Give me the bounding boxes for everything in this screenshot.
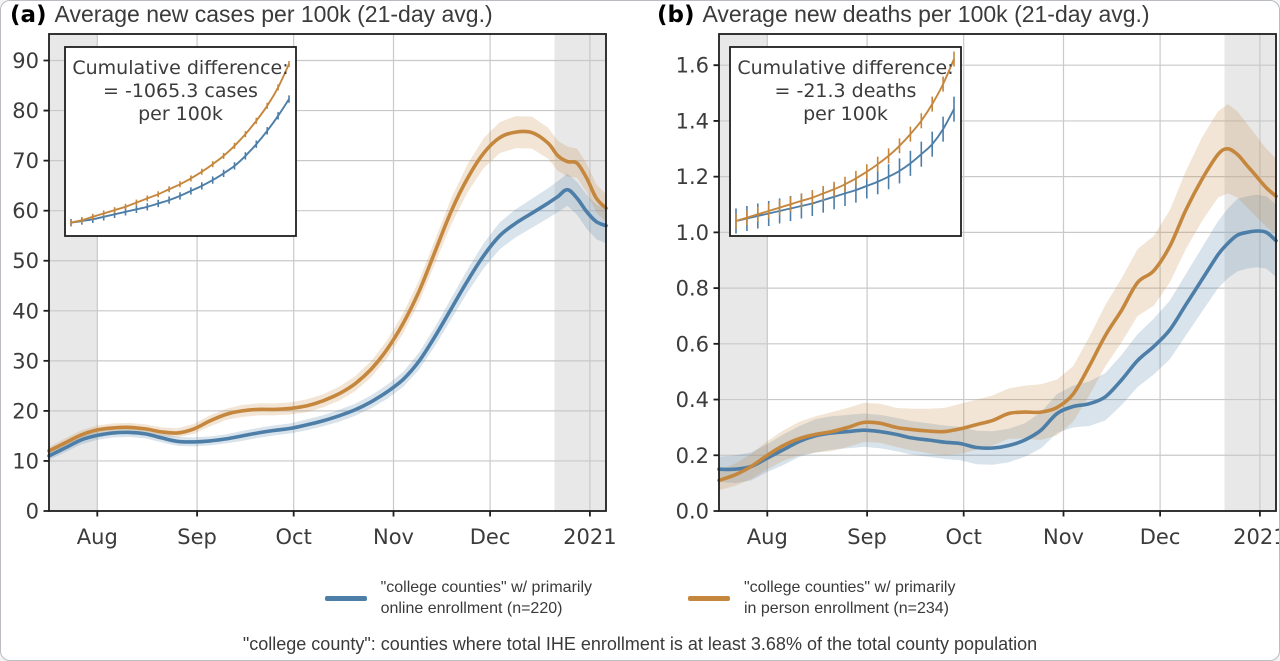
y-tick-label: 10 <box>12 449 39 473</box>
x-tick-label: 2021 <box>1233 525 1280 549</box>
legend-swatch-in-person-line <box>688 595 730 601</box>
panel-b-title-text: Average new deaths per 100k (21-day avg.… <box>702 1 1150 27</box>
shaded-period <box>1224 34 1276 511</box>
inset-line-online <box>70 98 290 224</box>
panel-a-title-text: Average new cases per 100k (21-day avg.) <box>54 1 493 27</box>
y-tick-label: 1.2 <box>676 165 709 189</box>
y-tick-label: 1.6 <box>676 54 709 78</box>
footnote: "college county": counties where total I… <box>242 634 1038 654</box>
x-tick-label: 2021 <box>563 525 616 549</box>
x-tick-label: Dec <box>1140 525 1181 549</box>
y-tick-label: 40 <box>12 299 39 323</box>
ci-band-in_person <box>49 116 606 455</box>
panel-deaths: Aug Sep Oct Nov Dec 2021 0.0 0.2 0.4 0.6 0.8 1.0 1.2… <box>676 33 1280 549</box>
plot-frame <box>718 33 1277 512</box>
legend-item-in-person: "college counties" w/ primarily in perso… <box>688 577 955 619</box>
inset-annotation-line: Cumulative difference: <box>737 57 953 79</box>
panel-b-title: (b) Average new deaths per 100k (21-day a… <box>657 1 1150 31</box>
panel-a-title: (a) Average new cases per 100k (21-day av… <box>10 1 493 31</box>
x-tick-label: Sep <box>847 525 887 549</box>
x-tick-label: Aug <box>77 525 118 549</box>
inset-annotation-line: per 100k <box>138 103 223 125</box>
shaded-period <box>554 34 606 511</box>
legend-item-online: "college counties" w/ primarily online e… <box>324 577 592 619</box>
legend-label-online: "college counties" w/ primarily online e… <box>380 579 592 617</box>
panel-b-label: (b) <box>657 2 695 28</box>
x-tick-label: Nov <box>373 525 414 549</box>
panel-cases: Aug Sep Oct Nov Dec 2021 0 10 20 30 40 50 60 70 80 90 Cu… <box>12 33 617 549</box>
y-tick-label: 0.8 <box>676 277 709 301</box>
y-tick-label: 1.0 <box>676 221 709 245</box>
y-tick-label: 60 <box>12 199 39 223</box>
y-tick-label: 0.0 <box>676 500 709 524</box>
x-tick-label: Oct <box>946 525 982 549</box>
inset-line-in_person <box>70 63 290 224</box>
x-tick-label: Oct <box>276 525 312 549</box>
x-tick-label: Dec <box>470 525 511 549</box>
y-tick-label: 1.4 <box>676 109 709 133</box>
line-in_person <box>47 129 608 453</box>
line-in_person <box>717 147 1278 483</box>
y-tick-label: 80 <box>12 99 39 123</box>
y-tick-label: 50 <box>12 249 39 273</box>
x-tick-label: Sep <box>177 525 217 549</box>
y-tick-label: 30 <box>12 349 39 373</box>
y-tick-label: 0.4 <box>676 388 709 412</box>
line-online <box>47 187 608 458</box>
inset-annotation-line: = -1065.3 cases <box>103 80 258 102</box>
x-tick-label: Aug <box>747 525 788 549</box>
y-tick-label: 70 <box>12 149 39 173</box>
y-tick-label: 20 <box>12 399 39 423</box>
legend-swatch-online-line <box>324 595 367 601</box>
y-tick-label: 0.2 <box>676 444 709 468</box>
legend: "college counties" w/ primarily online e… <box>1 577 1279 619</box>
panel-a-label: (a) <box>10 2 47 28</box>
x-tick-label: Nov <box>1043 525 1084 549</box>
y-tick-label: 90 <box>12 49 39 73</box>
inset-annotation-line: Cumulative difference: <box>72 57 288 79</box>
y-tick-label: 0.6 <box>676 332 709 356</box>
inset-annotation-line: = -21.3 deaths <box>775 80 917 102</box>
y-tick-label: 0 <box>26 500 39 524</box>
inset-line-online <box>735 108 955 222</box>
inset-line-in_person <box>735 58 955 222</box>
legend-label-in-person: "college counties" w/ primarily in perso… <box>744 579 956 617</box>
inset-annotation-line: per 100k <box>803 103 888 125</box>
plot-frame <box>48 33 607 512</box>
